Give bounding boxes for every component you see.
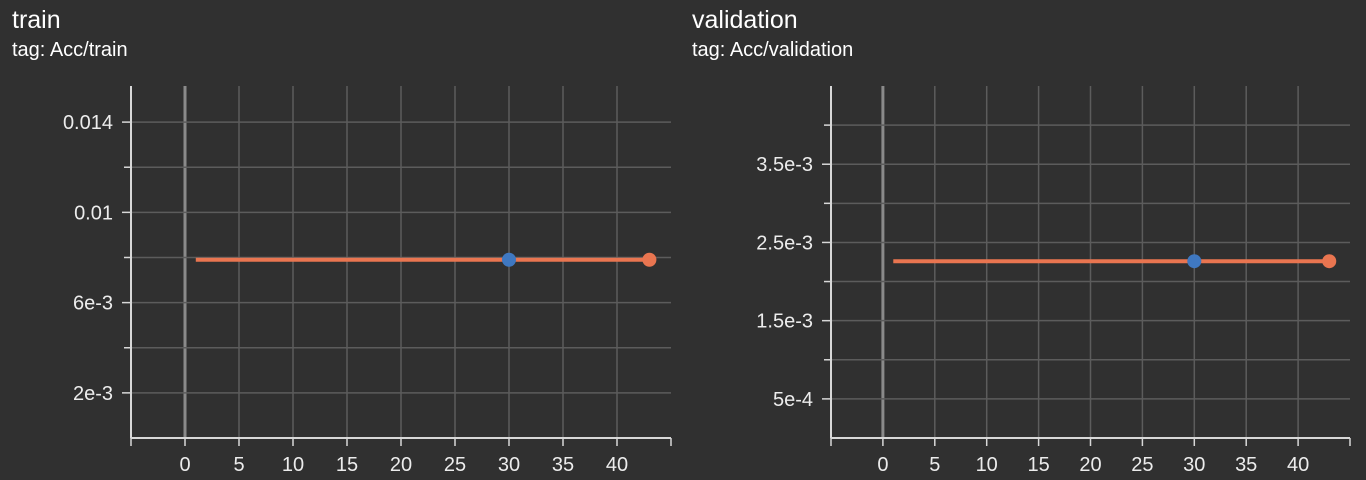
- x-tick-label: 15: [336, 454, 358, 476]
- x-tick-label: 30: [498, 454, 520, 476]
- x-tick-label: 20: [390, 454, 412, 476]
- x-tick-label: 40: [1287, 454, 1309, 476]
- y-tick-label: 5e-4: [773, 389, 813, 411]
- x-tick-label: 5: [929, 454, 940, 476]
- series-point: [1322, 254, 1337, 269]
- x-tick-label: 25: [1131, 454, 1153, 476]
- y-tick-label: 6e-3: [73, 293, 113, 315]
- y-tick-label: 2.5e-3: [756, 232, 813, 254]
- validation-chart-tag: tag: Acc/validation: [692, 39, 854, 61]
- x-tick-label: 10: [976, 454, 998, 476]
- x-tick-label: 10: [282, 454, 304, 476]
- train-chart-tag: tag: Acc/train: [12, 39, 128, 61]
- validation-chart-title: validation: [692, 6, 798, 34]
- x-tick-label: 5: [233, 454, 244, 476]
- y-tick-label: 3.5e-3: [756, 154, 813, 176]
- x-tick-label: 40: [606, 454, 628, 476]
- series-point: [1187, 254, 1202, 269]
- series-point: [642, 252, 657, 267]
- x-tick-label: 0: [179, 454, 190, 476]
- x-tick-label: 35: [1235, 454, 1257, 476]
- y-tick-label: 0.014: [63, 112, 113, 134]
- x-tick-label: 20: [1079, 454, 1101, 476]
- x-tick-label: 30: [1183, 454, 1205, 476]
- x-tick-label: 15: [1027, 454, 1049, 476]
- train-chart-title: train: [12, 6, 61, 34]
- y-tick-label: 1.5e-3: [756, 311, 813, 333]
- x-tick-label: 35: [552, 454, 574, 476]
- series-point: [502, 252, 516, 267]
- y-tick-label: 0.01: [74, 202, 113, 224]
- y-tick-label: 2e-3: [73, 383, 113, 405]
- x-tick-label: 25: [444, 454, 466, 476]
- x-tick-label: 0: [877, 454, 888, 476]
